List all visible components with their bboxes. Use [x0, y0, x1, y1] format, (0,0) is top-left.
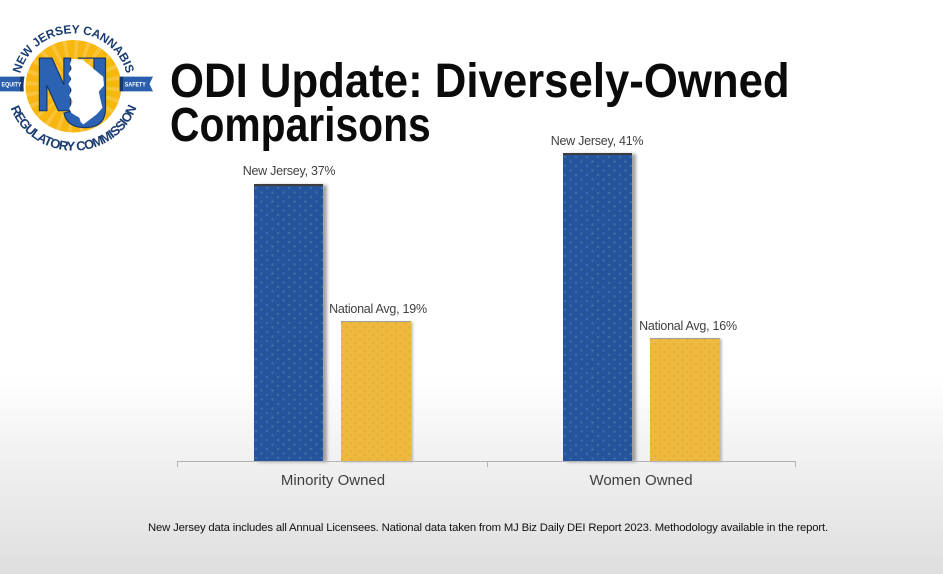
svg-text:SAFETY: SAFETY	[125, 82, 147, 89]
svg-text:EQUITY: EQUITY	[2, 82, 23, 89]
